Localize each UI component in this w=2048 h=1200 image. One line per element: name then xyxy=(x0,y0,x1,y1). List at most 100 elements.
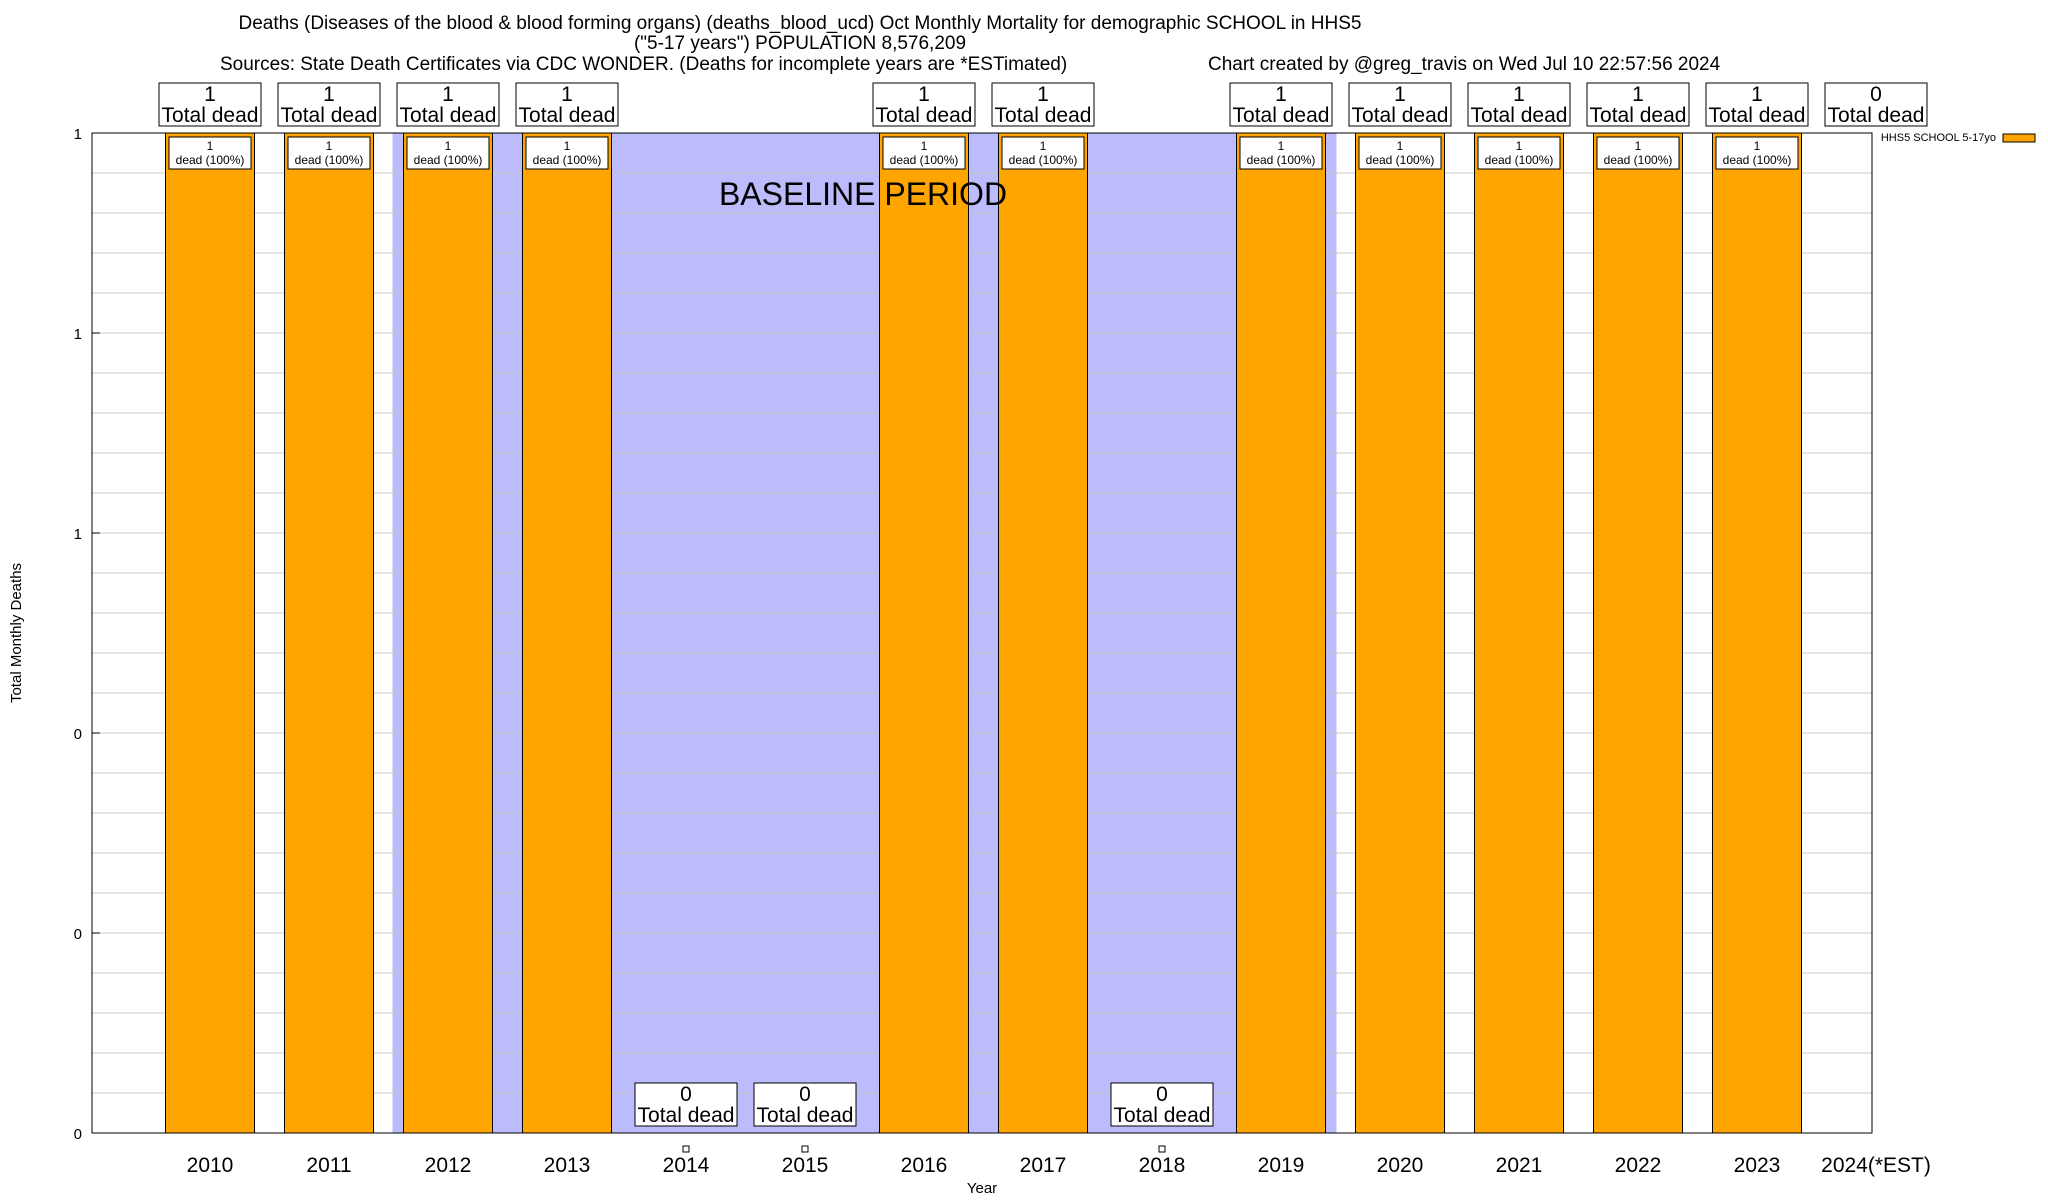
y-tick-label: 0 xyxy=(74,1126,82,1143)
legend-label: HHS5 SCHOOL 5-17yo xyxy=(1881,132,1996,144)
total-dead-box xyxy=(1348,82,1452,127)
y-tick-label: 1 xyxy=(74,126,82,143)
bar-label-percent: dead (100%) xyxy=(533,153,602,167)
bar-2022 xyxy=(1593,132,1683,1134)
x-tick-label: 2021 xyxy=(1496,1154,1543,1177)
chart-title-line2: ("5-17 years") POPULATION 8,576,209 xyxy=(633,33,967,54)
total-dead-label: Total dead xyxy=(1114,1104,1211,1127)
bar-label-count: 1 xyxy=(1278,139,1285,153)
bar-label-percent: dead (100%) xyxy=(414,153,483,167)
total-dead-count: 1 xyxy=(1037,83,1049,106)
total-dead-label: Total dead xyxy=(1352,104,1449,127)
total-dead-box xyxy=(991,82,1095,127)
bar-label-box xyxy=(1596,136,1680,170)
total-dead-box xyxy=(1467,82,1571,127)
total-dead-count: 0 xyxy=(799,1083,811,1106)
total-dead-label: Total dead xyxy=(1233,104,1330,127)
bar-label-count: 1 xyxy=(921,139,928,153)
x-tick-label: 2014 xyxy=(663,1154,710,1177)
total-dead-label: Total dead xyxy=(1709,104,1806,127)
bar-label-box xyxy=(168,136,252,170)
bar-label-count: 1 xyxy=(326,139,333,153)
y-tick-label: 1 xyxy=(74,326,82,343)
bar-label-percent: dead (100%) xyxy=(1247,153,1316,167)
total-dead-count: 1 xyxy=(323,83,335,106)
total-dead-count: 1 xyxy=(918,83,930,106)
total-dead-box xyxy=(872,82,976,127)
y-tick-label: 1 xyxy=(74,526,82,543)
total-dead-box xyxy=(158,82,262,127)
bar-label-box xyxy=(1239,136,1323,170)
bar-label-count: 1 xyxy=(445,139,452,153)
bar-label-percent: dead (100%) xyxy=(1604,153,1673,167)
total-dead-count: 1 xyxy=(561,83,573,106)
bar-label-count: 1 xyxy=(1516,139,1523,153)
bar-label-count: 1 xyxy=(1754,139,1761,153)
bar-2010 xyxy=(165,132,255,1134)
total-dead-label: Total dead xyxy=(519,104,616,127)
x-tick-label: 2020 xyxy=(1377,1154,1424,1177)
total-dead-box xyxy=(753,1082,857,1127)
total-dead-box xyxy=(277,82,381,127)
x-axis-label: Year xyxy=(967,1180,997,1197)
total-dead-box xyxy=(1705,82,1809,127)
bar-label-box xyxy=(406,136,490,170)
x-tick-label: 2024(*EST) xyxy=(1821,1154,1931,1177)
total-dead-count: 1 xyxy=(1513,83,1525,106)
bar-label-box xyxy=(1715,136,1799,170)
bar-2013 xyxy=(522,132,612,1134)
total-dead-label: Total dead xyxy=(281,104,378,127)
total-dead-count: 1 xyxy=(442,83,454,106)
bar-2019 xyxy=(1236,132,1326,1134)
bar-2011 xyxy=(284,132,374,1134)
bar-label-percent: dead (100%) xyxy=(1485,153,1554,167)
total-dead-box xyxy=(515,82,619,127)
bar-label-box xyxy=(1477,136,1561,170)
x-tick-label: 2023 xyxy=(1734,1154,1781,1177)
total-dead-label: Total dead xyxy=(162,104,259,127)
bar-label-percent: dead (100%) xyxy=(1366,153,1435,167)
total-dead-count: 0 xyxy=(680,1083,692,1106)
y-tick-label: 0 xyxy=(74,726,82,743)
bar-label-count: 1 xyxy=(207,139,214,153)
bar-label-percent: dead (100%) xyxy=(1723,153,1792,167)
total-dead-label: Total dead xyxy=(757,1104,854,1127)
x-tick-label: 2019 xyxy=(1258,1154,1305,1177)
zero-point-marker xyxy=(801,1145,809,1153)
chart-title-line1: Deaths (Diseases of the blood & blood fo… xyxy=(238,13,1362,34)
bar-label-count: 1 xyxy=(1040,139,1047,153)
chart-sources: Sources: State Death Certificates via CD… xyxy=(220,54,1068,75)
total-dead-label: Total dead xyxy=(400,104,497,127)
bar-2020 xyxy=(1355,132,1445,1134)
total-dead-count: 1 xyxy=(1394,83,1406,106)
legend-swatch xyxy=(2002,133,2036,143)
bar-label-count: 1 xyxy=(1635,139,1642,153)
total-dead-box xyxy=(634,1082,738,1127)
total-dead-box xyxy=(396,82,500,127)
y-tick-label: 0 xyxy=(74,926,82,943)
bar-label-box xyxy=(287,136,371,170)
total-dead-label: Total dead xyxy=(876,104,973,127)
total-dead-box xyxy=(1824,82,1928,127)
total-dead-count: 1 xyxy=(1751,83,1763,106)
zero-point-marker xyxy=(682,1145,690,1153)
bar-label-percent: dead (100%) xyxy=(890,153,959,167)
baseline-period-label: BASELINE PERIOD xyxy=(719,176,1007,212)
total-dead-box xyxy=(1110,1082,1214,1127)
x-tick-label: 2011 xyxy=(306,1154,351,1177)
x-tick-label: 2013 xyxy=(544,1154,591,1177)
total-dead-box xyxy=(1586,82,1690,127)
bar-2021 xyxy=(1474,132,1564,1134)
bar-2023 xyxy=(1712,132,1802,1134)
bar-label-count: 1 xyxy=(1397,139,1404,153)
total-dead-label: Total dead xyxy=(1471,104,1568,127)
x-tick-label: 2016 xyxy=(901,1154,948,1177)
bar-label-count: 1 xyxy=(564,139,571,153)
x-tick-label: 2012 xyxy=(425,1154,472,1177)
bar-2012 xyxy=(403,132,493,1134)
bar-label-box xyxy=(1001,136,1085,170)
x-tick-label: 2010 xyxy=(187,1154,234,1177)
total-dead-box xyxy=(1229,82,1333,127)
total-dead-label: Total dead xyxy=(1590,104,1687,127)
